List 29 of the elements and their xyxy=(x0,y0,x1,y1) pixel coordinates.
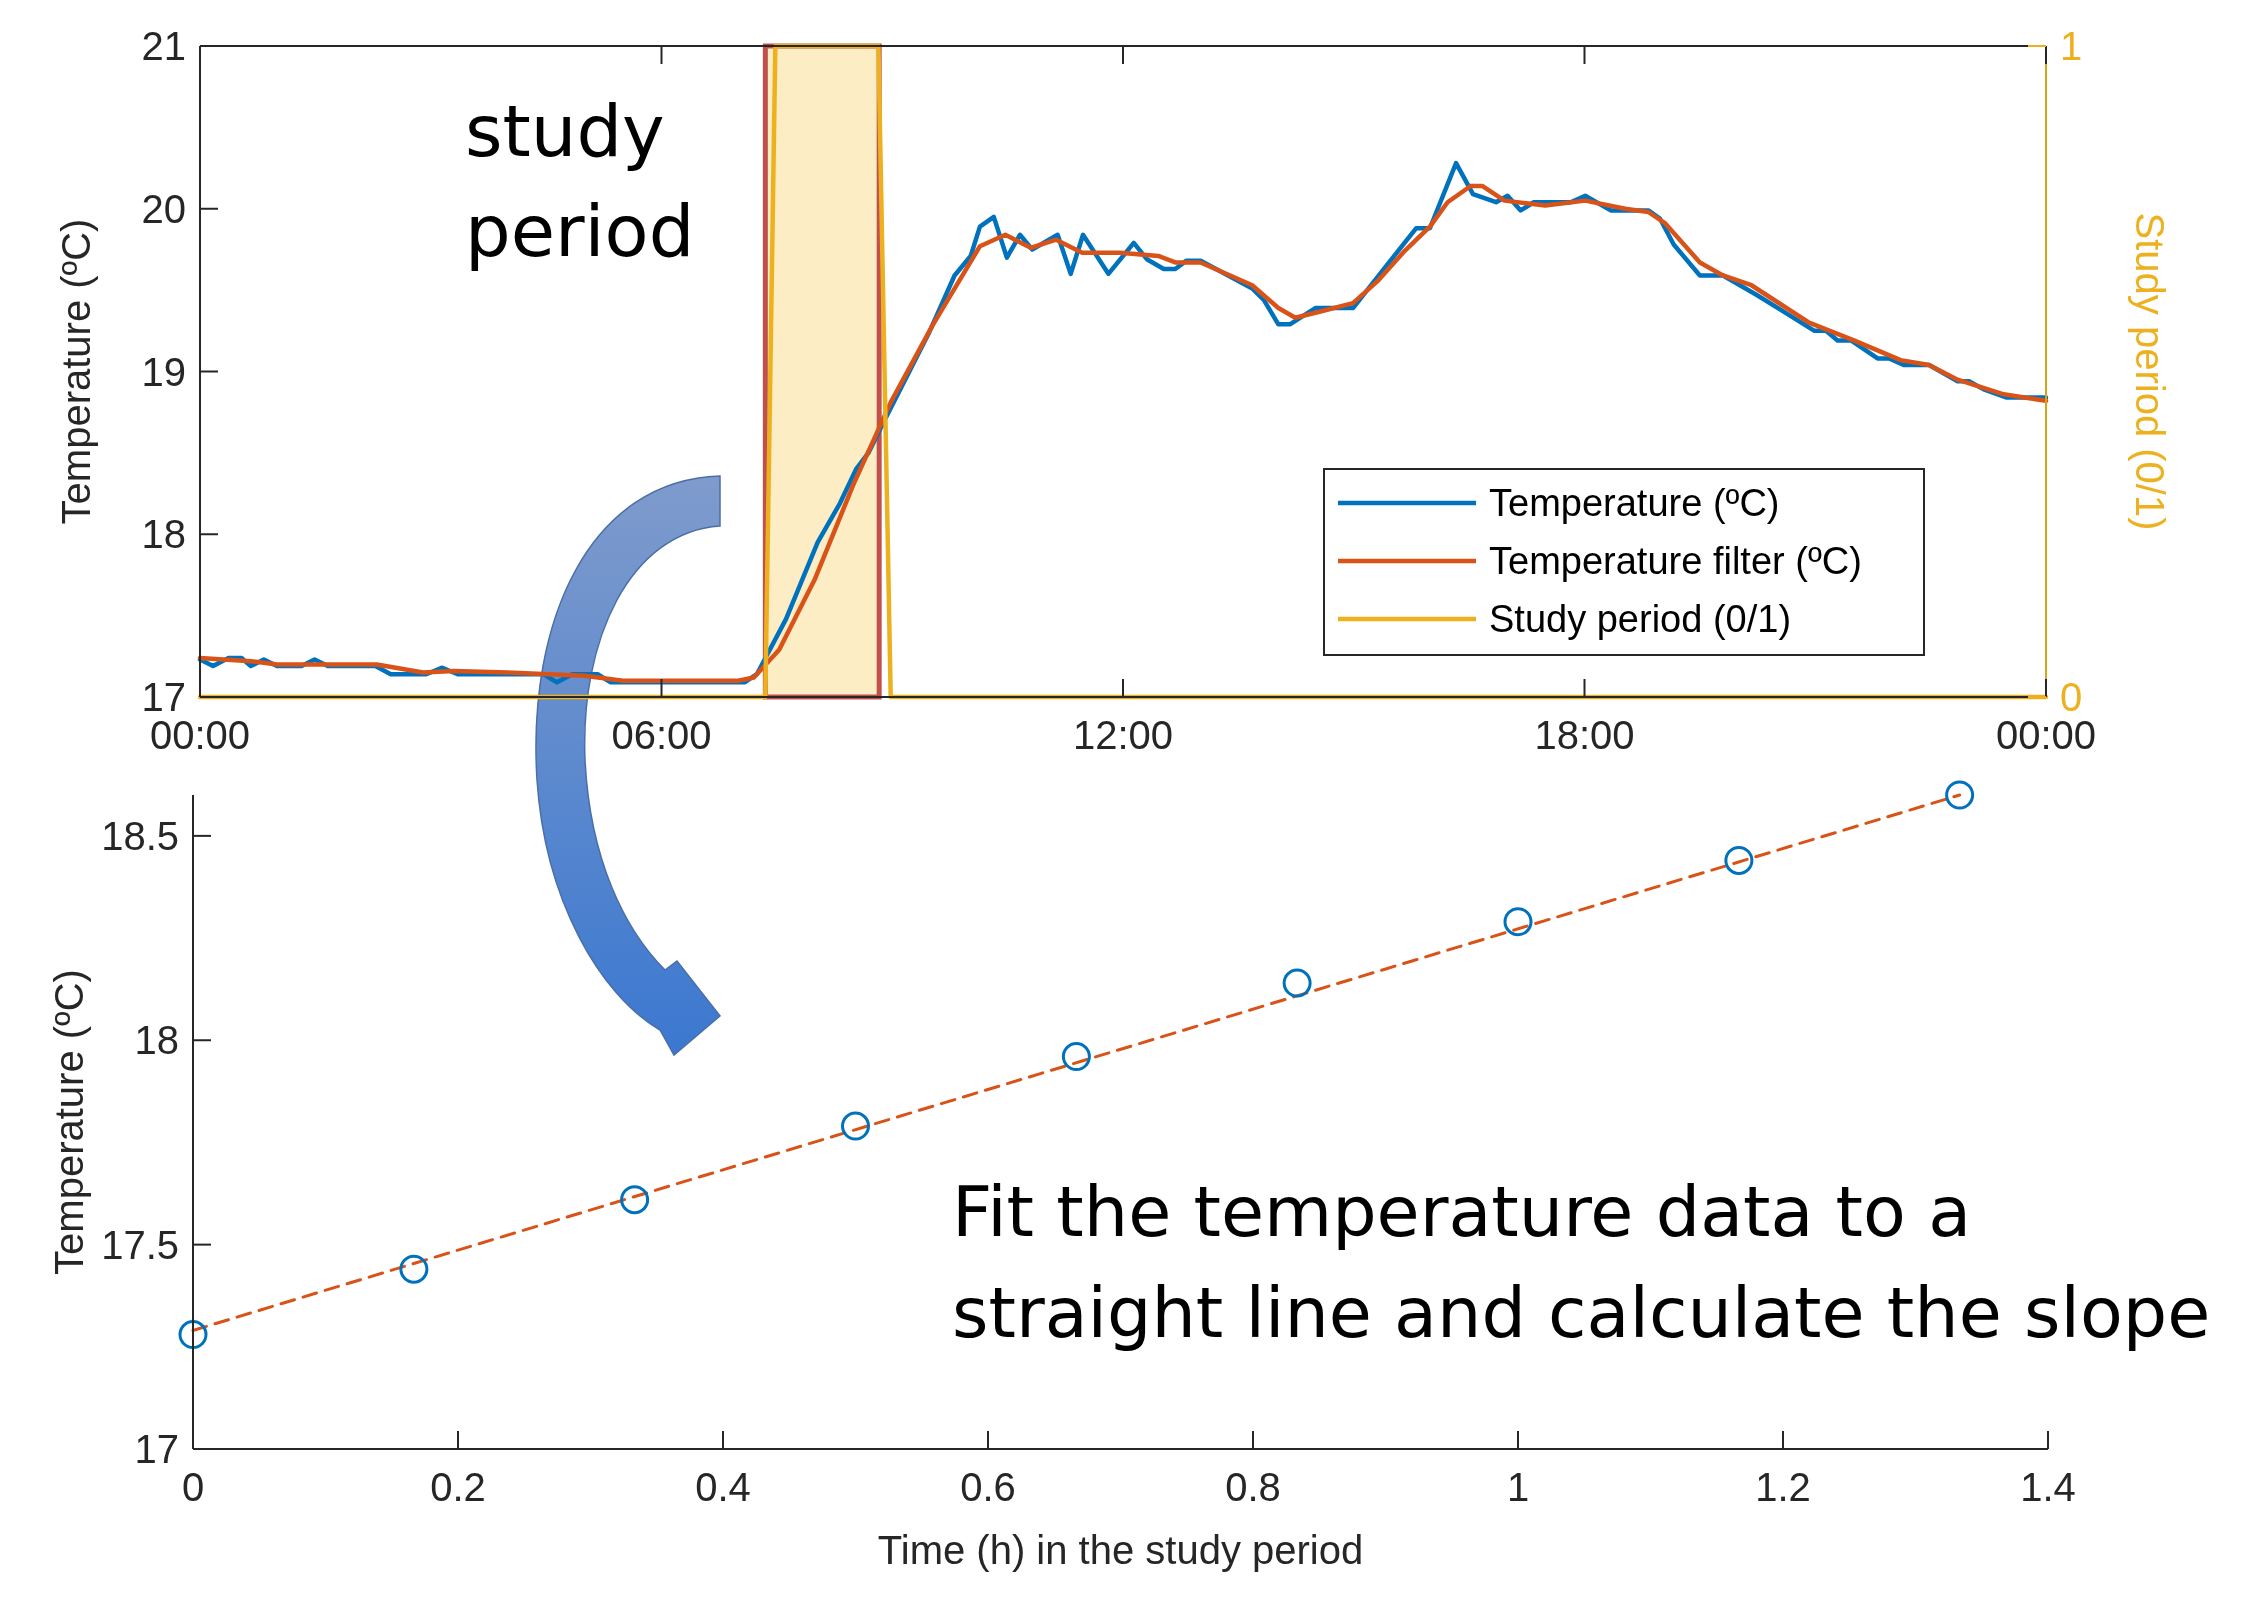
y-tick-label: 17 xyxy=(134,1427,179,1471)
y-axis-title: Temperature (ºC) xyxy=(47,969,91,1275)
x-tick-label: 06:00 xyxy=(611,713,712,757)
x-tick-label: 1.4 xyxy=(2020,1465,2076,1509)
legend-label: Temperature (ºC) xyxy=(1489,482,1780,525)
x-tick-label: 1.2 xyxy=(1755,1465,1811,1509)
x-tick-label: 0.2 xyxy=(430,1465,486,1509)
x-tick-label: 18:00 xyxy=(1534,713,1635,757)
y2-tick-label: 1 xyxy=(2060,24,2083,68)
y-tick-label: 21 xyxy=(141,24,186,68)
y-tick-label: 17.5 xyxy=(101,1222,179,1267)
x-tick-label: 0.6 xyxy=(960,1465,1016,1509)
x-tick-label: 0 xyxy=(181,1465,205,1509)
legend-label: Temperature filter (ºC) xyxy=(1489,540,1862,583)
x-tick-label: 0.8 xyxy=(1225,1465,1281,1509)
annotation: study period xyxy=(465,89,695,273)
y-axis-title: Temperature (ºC) xyxy=(54,218,98,525)
y2-axis-title: Study period (0/1) xyxy=(2128,212,2172,531)
y-tick-label: 19 xyxy=(141,349,186,394)
legend-label: Study period (0/1) xyxy=(1489,598,1792,641)
x-tick-label: 12:00 xyxy=(1072,713,1174,757)
y-tick-label: 18 xyxy=(134,1018,179,1063)
x-axis-title: Time (h) in the study period xyxy=(877,1528,1364,1572)
x-tick-label: 1 xyxy=(1506,1465,1530,1509)
x-tick-label: 0.4 xyxy=(695,1465,751,1509)
y-tick-label: 20 xyxy=(141,186,186,231)
y-tick-label: 18 xyxy=(141,512,186,557)
y-tick-label: 18.5 xyxy=(101,813,179,858)
annotation: Fit the temperature data to a straight line and calculate the slope xyxy=(952,1171,2211,1354)
